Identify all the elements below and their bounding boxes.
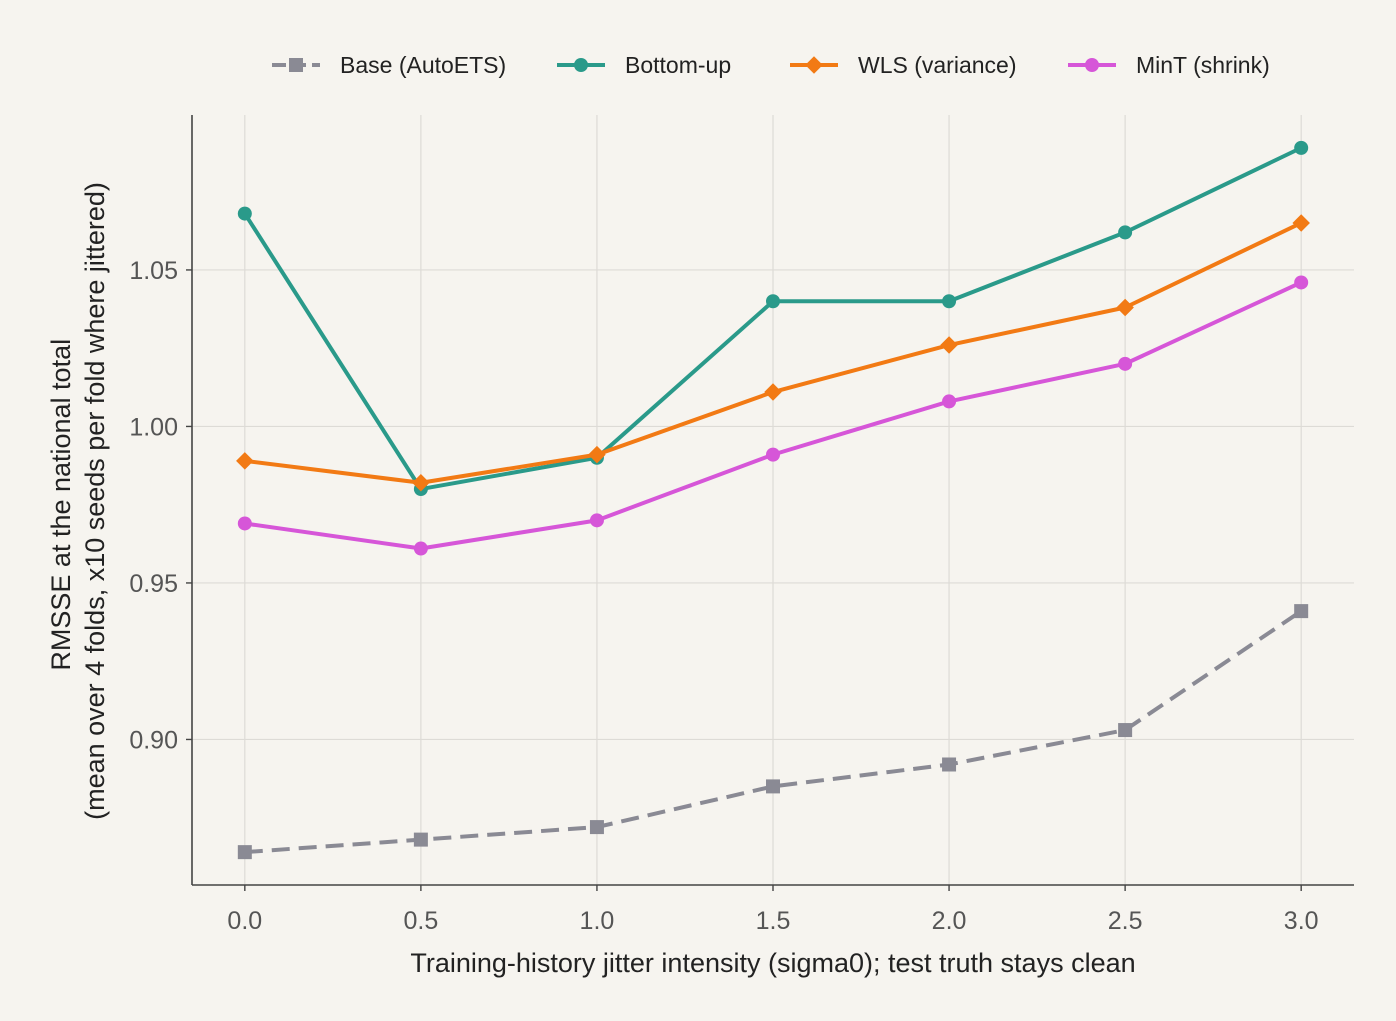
data-point	[1294, 275, 1309, 290]
legend-marker	[1085, 58, 1099, 72]
tick-labels: 0.0 0.5 1.0 1.5 2.0 2.5 3.0 0.90 0.95 1.00 1.05	[129, 257, 1318, 935]
x-tick-label: 0.5	[403, 907, 438, 935]
legend-entry-bottom-up: Bottom-up	[557, 52, 731, 78]
data-point	[589, 513, 604, 528]
data-point	[412, 474, 430, 492]
data-point	[237, 845, 252, 860]
x-tick-label: 0.0	[227, 907, 262, 935]
data-point	[764, 383, 782, 401]
y-tick-label: 1.05	[129, 257, 178, 285]
data-point	[1294, 140, 1309, 155]
data-point	[237, 206, 252, 221]
data-point	[413, 832, 428, 847]
data-point	[766, 447, 780, 462]
data-point	[942, 394, 957, 409]
legend-entry-wls-variance: WLS (variance)	[790, 52, 1016, 78]
data-point	[940, 336, 958, 354]
data-point	[942, 757, 957, 772]
data-point	[588, 445, 606, 464]
data-point	[413, 541, 428, 556]
y-tick-label: 1.00	[129, 413, 178, 441]
y-tick-label: 0.95	[129, 570, 178, 598]
grid-lines	[192, 115, 1354, 885]
x-tick-label: 2.0	[932, 907, 967, 935]
legend-entry-base-autoets: Base (AutoETS)	[272, 52, 506, 78]
x-tick-label: 2.5	[1108, 907, 1143, 935]
legend-label: MinT (shrink)	[1136, 52, 1270, 78]
data-point	[942, 294, 957, 309]
series	[236, 140, 1310, 860]
data-point	[1294, 604, 1309, 619]
y-axis-title-line-2: (mean over 4 folds, x10 seeds per fold w…	[80, 182, 110, 820]
x-tick-label: 1.0	[580, 907, 615, 935]
legend-entry-mint-shrink: MinT (shrink)	[1068, 52, 1270, 78]
data-point	[1118, 225, 1133, 240]
legend-label: Bottom-up	[625, 52, 731, 78]
legend-label: WLS (variance)	[858, 52, 1016, 78]
data-point	[766, 779, 780, 794]
y-axis-title-line-1: RMSSE at the national total	[46, 339, 76, 671]
data-point	[236, 452, 254, 470]
x-tick-label: 1.5	[756, 907, 791, 935]
legend-label: Base (AutoETS)	[340, 52, 506, 78]
series-mint-shrink	[237, 275, 1309, 556]
data-point	[1292, 214, 1310, 232]
legend: Base (AutoETS) Bottom-up WLS (variance) Min…	[272, 52, 1270, 78]
data-point	[589, 820, 604, 835]
x-tick-label: 3.0	[1284, 907, 1319, 935]
legend-marker	[289, 58, 303, 72]
y-axis-title: RMSSE at the national total (mean over 4…	[46, 182, 110, 820]
data-point	[1118, 723, 1133, 738]
legend-marker	[574, 58, 588, 72]
series-wls-variance	[236, 214, 1310, 492]
data-point	[766, 294, 780, 309]
data-point	[1118, 356, 1133, 371]
x-axis-title: Training-history jitter intensity (sigma…	[410, 948, 1135, 978]
series-base-autoets	[237, 604, 1309, 860]
data-point	[1116, 298, 1134, 317]
y-tick-label: 0.90	[129, 726, 178, 754]
data-point	[237, 516, 252, 531]
legend-marker	[805, 56, 823, 74]
